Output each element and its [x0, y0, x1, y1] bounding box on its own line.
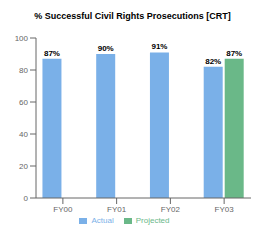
svg-text:60: 60	[19, 98, 28, 107]
svg-text:80: 80	[19, 66, 28, 75]
svg-text:87%: 87%	[226, 49, 242, 58]
html-text:Projected: Projected	[135, 216, 170, 225]
svg-text:FY02: FY02	[161, 205, 181, 214]
svg-text:90%: 90%	[98, 44, 114, 53]
svg-text:100: 100	[15, 34, 29, 43]
svg-text:FY01: FY01	[107, 205, 127, 214]
svg-text:82%: 82%	[205, 57, 221, 66]
svg-text:0: 0	[24, 194, 29, 203]
svg-text:40: 40	[19, 130, 28, 139]
svg-text:FY03: FY03	[215, 205, 235, 214]
svg-text:91%: 91%	[151, 42, 167, 51]
svg-text:FY00: FY00	[53, 205, 73, 214]
html-text:% Successful Civil Rights Pros: % Successful Civil Rights Prosecutions […	[34, 11, 231, 21]
html-text:Actual: Actual	[91, 216, 114, 225]
svg-text:87%: 87%	[44, 49, 60, 58]
svg-text:20: 20	[19, 162, 28, 171]
